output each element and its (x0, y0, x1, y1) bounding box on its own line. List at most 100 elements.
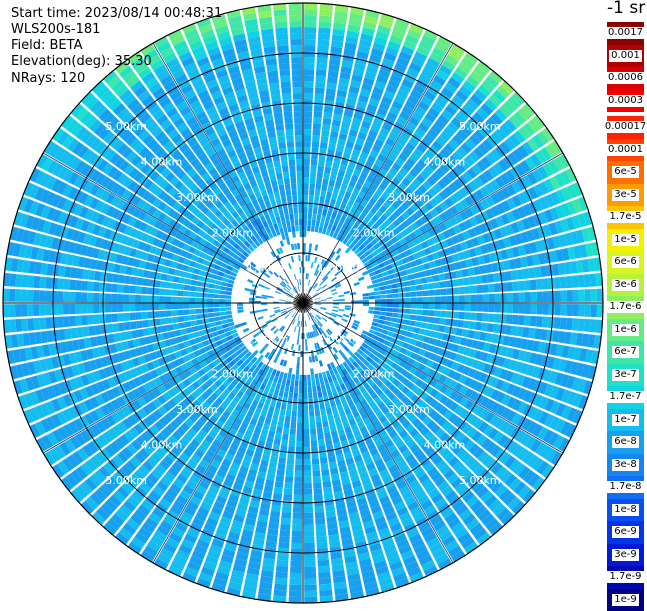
beta-cell (129, 313, 136, 321)
beta-cell (270, 511, 280, 518)
beta-cell (292, 81, 302, 87)
beta-cell (304, 531, 314, 537)
beta-cell (432, 324, 439, 331)
beta-cell (316, 524, 326, 531)
beta-cell (45, 317, 52, 329)
beta-cell (286, 239, 290, 245)
beta-cell (189, 298, 195, 303)
beta-cell (197, 325, 204, 331)
beta-cell (304, 153, 311, 159)
colorbar-swatch-lower-17: 1e-8 (607, 499, 644, 522)
beta-cell (326, 511, 336, 518)
beta-cell (380, 311, 386, 315)
beta-cell (422, 316, 429, 322)
beta-cell (274, 389, 280, 396)
beta-cell (316, 385, 321, 392)
beta-cell (328, 456, 336, 463)
colorbar-tick-label: 1e-9 (612, 594, 639, 606)
beta-cell (274, 438, 281, 445)
beta-cell (278, 542, 289, 549)
beta-cell (304, 579, 316, 585)
beta-cell (304, 447, 311, 453)
beta-cell (292, 189, 297, 195)
beta-cell (459, 304, 465, 311)
beta-cell (304, 459, 311, 465)
beta-cell (214, 289, 220, 294)
beta-cell (463, 277, 470, 285)
beta-cell (536, 316, 543, 327)
colorbar-tick-label: 6e-9 (612, 526, 639, 538)
beta-cell (319, 281, 324, 286)
beta-cell (537, 291, 543, 302)
beta-cell (295, 459, 302, 465)
colorbar-swatch-upper-0: 0.0017 (607, 22, 644, 45)
beta-cell (288, 392, 293, 398)
beta-cell (117, 304, 123, 312)
beta-cell (161, 325, 168, 332)
beta-cell (326, 407, 332, 414)
beta-cell (276, 426, 283, 433)
beta-cell (410, 292, 416, 297)
beta-cell (284, 488, 293, 495)
beta-cell (321, 136, 329, 143)
beta-cell (438, 274, 445, 281)
beta-cell (304, 51, 315, 57)
beta-cell (326, 516, 336, 523)
beta-cell (296, 435, 302, 441)
beta-cell (274, 407, 280, 414)
beta-cell (323, 487, 332, 494)
beta-cell (470, 313, 477, 321)
colorbar-swatch-lower-11: 3e-7 (607, 364, 644, 387)
beta-cell (312, 141, 319, 148)
beta-cell (399, 293, 405, 298)
beta-cell (465, 304, 471, 311)
beta-cell (428, 317, 435, 323)
beta-cell (293, 201, 298, 207)
beta-cell (219, 299, 225, 303)
beta-cell (280, 69, 291, 76)
beta-cell (142, 278, 149, 286)
beta-cell (282, 221, 287, 228)
colorbar-swatch-lower-16: 1.7e-8 (607, 476, 644, 499)
beta-cell (511, 326, 518, 336)
beta-cell (328, 143, 336, 150)
beta-cell (281, 403, 287, 410)
beta-cell (237, 303, 243, 306)
beta-cell (407, 274, 414, 280)
beta-cell (274, 210, 280, 217)
beta-cell (308, 280, 311, 286)
beta-cell (446, 288, 452, 295)
beta-cell (284, 482, 293, 489)
beta-cell (452, 311, 459, 318)
beta-cell (374, 311, 380, 315)
beta-cell (429, 297, 435, 303)
beta-cell (237, 306, 243, 309)
beta-cell (282, 433, 289, 440)
colorbar-swatch-lower-3: 3e-5 (607, 184, 644, 207)
beta-cell (298, 345, 300, 351)
beta-cell (99, 304, 105, 313)
beta-cell (298, 411, 303, 417)
beta-cell (286, 220, 291, 227)
beta-cell (399, 298, 405, 303)
beta-cell (304, 177, 310, 183)
beta-cell (457, 320, 464, 328)
beta-cell (433, 317, 440, 324)
beta-cell (173, 276, 180, 283)
beta-cell (27, 290, 33, 302)
beta-cell (45, 291, 51, 302)
beta-cell (319, 360, 323, 367)
beta-cell (303, 249, 305, 255)
beta-cell (314, 355, 318, 361)
beta-cell (27, 275, 34, 287)
beta-cell (380, 290, 386, 294)
beta-cell (506, 315, 513, 325)
beta-cell (322, 179, 328, 186)
colorbar-swatch-lower-19: 3e-9 (607, 544, 644, 567)
beta-cell (313, 392, 318, 398)
beta-cell (410, 315, 417, 321)
beta-cell (314, 488, 323, 495)
beta-cell (397, 318, 404, 323)
colorbar-swatch-lower-8: 1.7e-6 (607, 296, 644, 319)
beta-cell (303, 195, 308, 201)
